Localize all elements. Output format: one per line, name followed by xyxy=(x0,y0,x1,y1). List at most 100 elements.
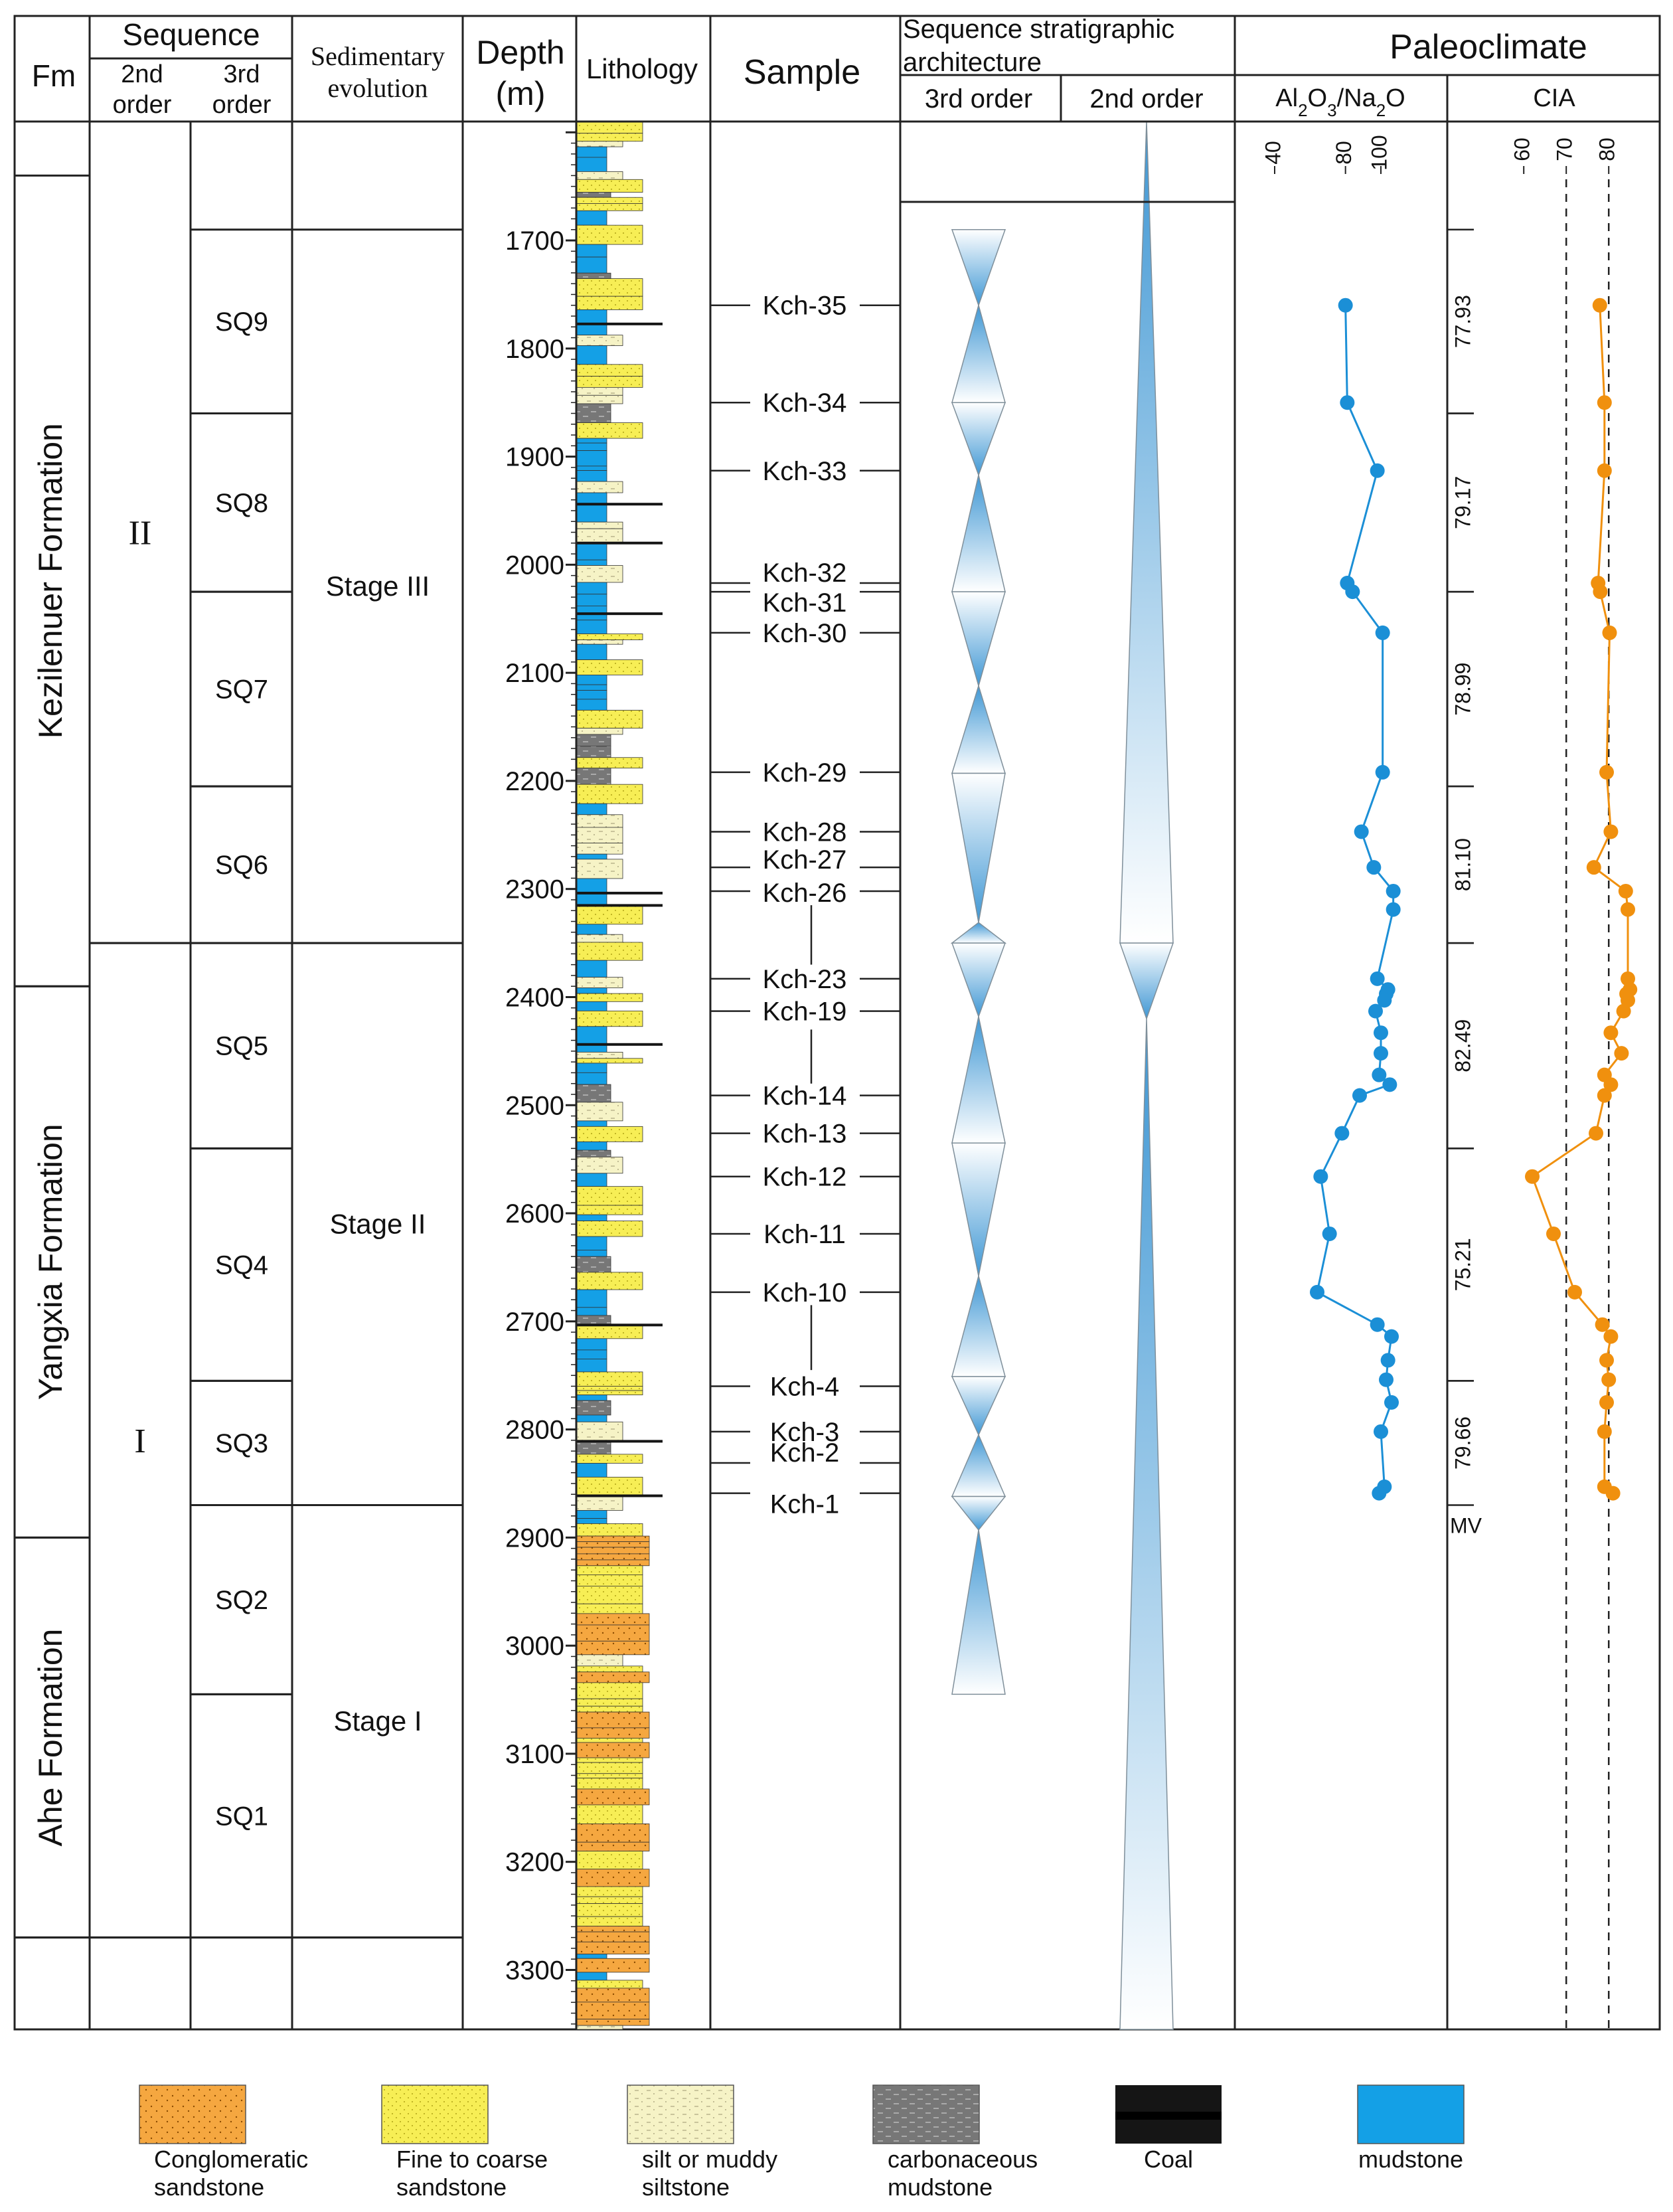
header-lithology: Lithology xyxy=(586,53,698,84)
sample-label: Kch-19 xyxy=(763,997,847,1027)
ratio-data-point xyxy=(1374,1046,1388,1061)
sample-label: Kch-3 xyxy=(770,1418,840,1447)
ratio-label-part: 2 xyxy=(1298,100,1307,120)
header-seq-arch-1: Sequence stratigraphic xyxy=(903,15,1174,44)
third-order-label: SQ2 xyxy=(215,1586,268,1615)
sample-label: Kch-35 xyxy=(763,292,847,321)
lithology-layer xyxy=(576,1980,643,1989)
lithology-layer xyxy=(576,1603,643,1614)
lithology-layer xyxy=(576,1773,643,1779)
lithology-layer xyxy=(576,1931,650,1942)
formation-label: Ahe Formation xyxy=(32,1629,69,1847)
ratio-data-point xyxy=(1386,902,1401,917)
ratio-data-point xyxy=(1322,1226,1337,1241)
lithology-layer xyxy=(576,1851,643,1870)
depth-tick-label: 2500 xyxy=(505,1091,564,1120)
coal-seam xyxy=(576,1043,663,1046)
third-order-cycle-triangle xyxy=(951,1376,1006,1436)
legend-label: carbonaceous xyxy=(888,2146,1038,2173)
third-order-cycle-triangle xyxy=(951,1142,1006,1276)
lithology-layer xyxy=(576,442,607,451)
lithology-layer xyxy=(576,1338,607,1351)
sample-label: Kch-12 xyxy=(763,1163,847,1192)
cia-data-point xyxy=(1597,1088,1612,1103)
ratio-data-point xyxy=(1370,463,1385,478)
sample-label: Kch-28 xyxy=(763,817,847,847)
legend-label: Coal xyxy=(1144,2146,1193,2173)
ratio-data-point xyxy=(1334,1126,1350,1141)
third-order-cycle-triangle xyxy=(951,402,1006,477)
lithology-layer xyxy=(576,1941,650,1955)
third-order-cycle-triangle xyxy=(951,591,1006,688)
third-order-cycle-triangle xyxy=(951,942,1006,1018)
lithology-layer xyxy=(576,1988,650,2003)
lithology-layer xyxy=(576,728,623,735)
lithology-layer xyxy=(576,1640,650,1656)
lithology-layer xyxy=(576,1916,643,1926)
lithology-layer xyxy=(576,1349,607,1359)
coal-seam xyxy=(576,1494,663,1497)
cia-mean-value: 78.99 xyxy=(1451,663,1474,716)
header-paleoclimate: Paleoclimate xyxy=(1390,28,1587,66)
header-ratio-label: Al2O3/Na2O xyxy=(1275,84,1405,120)
cia-data-point xyxy=(1603,1025,1619,1041)
third-order-label: SQ7 xyxy=(215,675,268,705)
third-order-cycle-triangle xyxy=(951,772,1006,923)
ratio-data-point xyxy=(1382,1077,1397,1092)
sample-label: Kch-32 xyxy=(763,558,847,588)
ratio-series-line xyxy=(1316,305,1395,1494)
lithology-layer xyxy=(576,1315,611,1325)
lithology-layer xyxy=(576,768,611,785)
lithology-layer xyxy=(576,1954,607,1959)
depth-tick-label: 2200 xyxy=(505,767,564,796)
sample-label: Kch-1 xyxy=(770,1490,840,1519)
lithology-layer xyxy=(576,1010,643,1027)
ratio-label-part: / xyxy=(1337,84,1344,112)
sample-label: Kch-10 xyxy=(763,1278,847,1308)
cia-data-point xyxy=(1546,1226,1561,1241)
ratio-data-point xyxy=(1380,1353,1395,1368)
lithology-layer xyxy=(576,634,643,640)
lithology-layer xyxy=(576,278,643,297)
lithology-layer xyxy=(576,993,643,1002)
lithology-layer xyxy=(576,345,607,365)
cia-data-point xyxy=(1603,1077,1619,1092)
depth-axis: 1700 1800 1900 2000 2100 2200 2300 2400 2500 2600… xyxy=(505,131,576,2025)
formation-column: Kezilenuer Formation Yangxia Formation Ahe… xyxy=(15,174,90,1939)
lithology-layer xyxy=(576,1214,607,1221)
formation-label: Yangxia Formation xyxy=(32,1124,69,1400)
lithology-layer xyxy=(576,1896,643,1904)
lithology-layer xyxy=(576,1762,643,1774)
lithology-layer xyxy=(576,1671,650,1683)
lithology-layer xyxy=(576,2019,650,2026)
cia-data-point xyxy=(1597,1424,1612,1439)
legend-swatch-coal-band xyxy=(1115,2112,1222,2120)
header-sed-evolution-2: evolution xyxy=(327,73,428,103)
lithology-layer xyxy=(576,977,623,989)
sample-label: Kch-34 xyxy=(763,388,847,418)
legend-label: mudstone xyxy=(1358,2146,1463,2173)
legend-label: sandstone xyxy=(396,2173,507,2201)
lithology-layer xyxy=(576,438,607,444)
lithology-layer xyxy=(576,1711,650,1729)
third-order-label: SQ8 xyxy=(215,489,268,518)
lithology-layer xyxy=(576,827,623,843)
lithology-layer xyxy=(576,675,607,685)
lithology-layer xyxy=(576,466,607,471)
lithology-layer xyxy=(576,1535,650,1543)
coal-seam xyxy=(576,1440,663,1443)
lithology-layer xyxy=(576,157,607,172)
stage-column: Stage III Stage II Stage I xyxy=(15,228,463,1939)
lithology-layer xyxy=(576,1102,623,1122)
lithology-layer xyxy=(576,309,607,325)
lithology-layer xyxy=(576,256,607,274)
header-seq-arch-2: architecture xyxy=(903,48,1042,77)
header-second-order-2: order xyxy=(113,91,172,119)
lithology-layer xyxy=(576,1324,643,1339)
depth-tick-label: 3100 xyxy=(505,1740,564,1769)
lithology-layer xyxy=(576,470,607,482)
lithology-layer xyxy=(576,893,607,906)
lithology-layer xyxy=(576,934,623,943)
